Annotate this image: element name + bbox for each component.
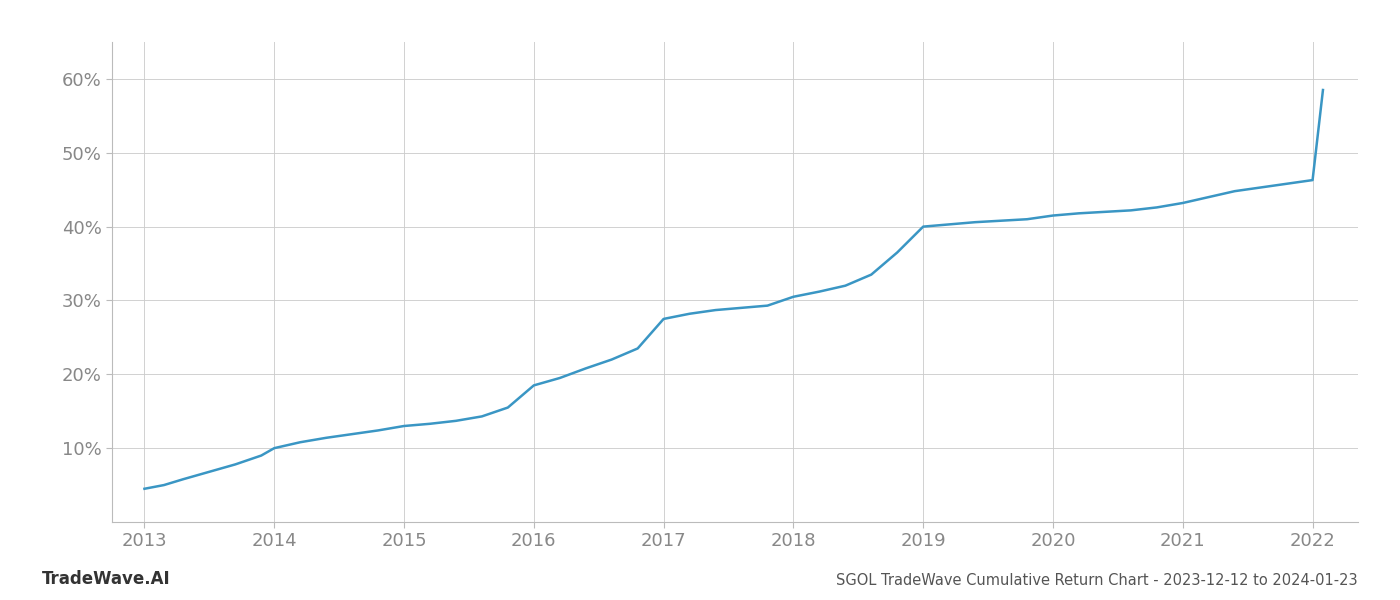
Text: SGOL TradeWave Cumulative Return Chart - 2023-12-12 to 2024-01-23: SGOL TradeWave Cumulative Return Chart -… (836, 573, 1358, 588)
Text: TradeWave.AI: TradeWave.AI (42, 570, 171, 588)
